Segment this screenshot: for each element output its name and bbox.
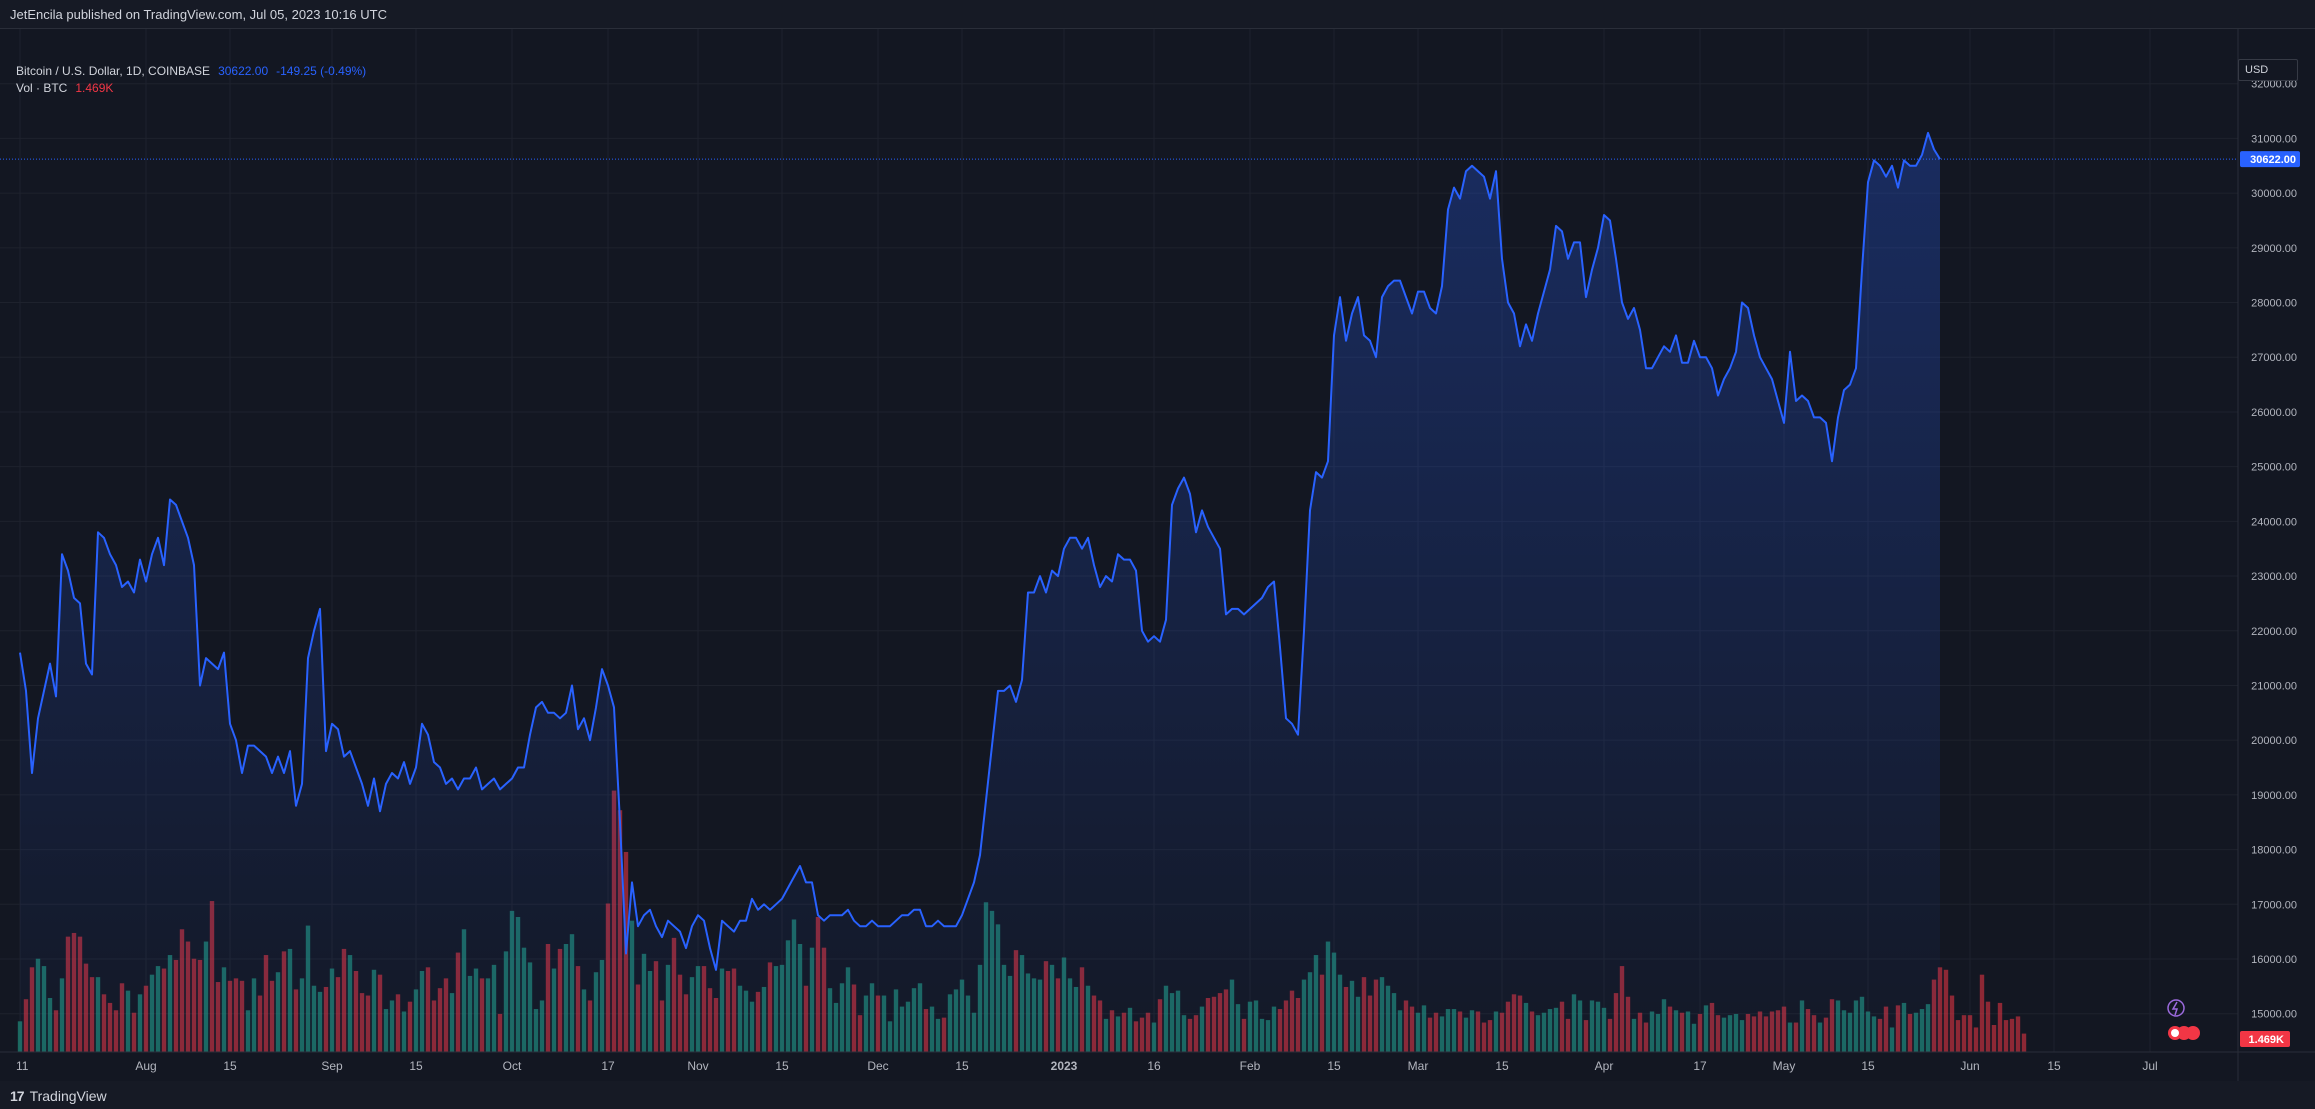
- chart-widgets[interactable]: [2167, 999, 2200, 1040]
- time-tick-label: Sep: [321, 1059, 343, 1073]
- price-tick-label: 30000.00: [2251, 188, 2297, 200]
- time-tick-label: Aug: [135, 1059, 156, 1073]
- volume-bar: [1949, 995, 1955, 1052]
- time-tick-label: Jul: [2142, 1059, 2157, 1073]
- volume-bar: [1955, 1020, 1961, 1052]
- change-value: -149.25 (-0.49%): [276, 64, 367, 78]
- time-tick-label: Jun: [1960, 1059, 1979, 1073]
- volume-tag: [2240, 1031, 2290, 1047]
- symbol-text: Bitcoin / U.S. Dollar, 1D, COINBASE: [16, 64, 211, 78]
- time-tick-label: Oct: [503, 1059, 522, 1073]
- price-tick-label: 21000.00: [2251, 680, 2297, 692]
- volume-value: 1.469K: [75, 81, 114, 95]
- time-tick-label: May: [1773, 1059, 1796, 1073]
- footer-bar: 17 TradingView: [0, 1081, 2315, 1109]
- time-tick-label: 2023: [1051, 1059, 1078, 1073]
- time-tick-label: 17: [1693, 1059, 1707, 1073]
- last-price-tag: [2240, 151, 2300, 168]
- price-axis-panel: [2238, 29, 2315, 1082]
- published-bar: JetEncila published on TradingView.com, …: [0, 0, 2315, 28]
- volume-bar: [1997, 1002, 2003, 1052]
- price-area: [19, 131, 1941, 1052]
- volume-bar: [1973, 1027, 1979, 1052]
- time-tick-label: Dec: [867, 1059, 888, 1073]
- time-tick-label: 15: [2047, 1059, 2061, 1073]
- chart-legend: Bitcoin / U.S. Dollar, 1D, COINBASE 3062…: [16, 63, 366, 97]
- time-axis: 11 Aug 15 Sep 15 Oct 17 Nov 15 Dec 15 2023 16 Feb 15 Ma…: [0, 1051, 2315, 1073]
- price-tags: 30622.00 1.469K: [0, 151, 2300, 1047]
- volume-bar: [1991, 1025, 1997, 1052]
- time-tick-label: Apr: [1595, 1059, 1614, 1073]
- price-tick-label: 28000.00: [2251, 298, 2297, 310]
- last-price-tag-label: 30622.00: [2250, 154, 2296, 166]
- price-tick-label: 26000.00: [2251, 407, 2297, 419]
- volume-bar: [1961, 1015, 1967, 1052]
- price-area-fill: [20, 132, 1940, 1052]
- price-tick-label: 22000.00: [2251, 626, 2297, 638]
- volume-bar: [1967, 1015, 1973, 1052]
- time-tick-label: 15: [1861, 1059, 1875, 1073]
- last-price-value: 30622.00: [218, 64, 269, 78]
- volume-bar: [2015, 1016, 2021, 1052]
- price-tick-label: 16000.00: [2251, 954, 2297, 966]
- time-tick-label: 15: [409, 1059, 423, 1073]
- volume-tag-label: 1.469K: [2249, 1034, 2285, 1046]
- time-tick-label: Mar: [1408, 1059, 1429, 1073]
- volume-bar: [1979, 974, 1985, 1052]
- time-tick-label: 16: [1147, 1059, 1161, 1073]
- price-legend-row[interactable]: Bitcoin / U.S. Dollar, 1D, COINBASE 3062…: [16, 63, 366, 80]
- tradingview-logo[interactable]: 17 TradingView: [10, 1088, 107, 1104]
- price-tick-label: 19000.00: [2251, 790, 2297, 802]
- volume-bar: [1985, 1001, 1991, 1052]
- price-line: [19, 131, 1941, 971]
- price-tick-label: 31000.00: [2251, 133, 2297, 145]
- volume-legend-row[interactable]: Vol · BTC 1.469K: [16, 80, 366, 97]
- time-tick-label: 11: [16, 1059, 29, 1073]
- price-tick-label: 27000.00: [2251, 352, 2297, 364]
- price-tick-label: 25000.00: [2251, 462, 2297, 474]
- brand-name: TradingView: [29, 1088, 107, 1104]
- price-tick-label: 29000.00: [2251, 243, 2297, 255]
- time-tick-label: 15: [223, 1059, 237, 1073]
- price-axis: 15000.00 16000.00 17000.00 18000.00 19000.00…: [2237, 29, 2315, 1082]
- price-tick-label: 15000.00: [2251, 1009, 2297, 1021]
- currency-selector[interactable]: USD: [2238, 59, 2298, 81]
- volume-bar: [1943, 969, 1949, 1052]
- time-tick-label: Nov: [687, 1059, 708, 1073]
- published-text: JetEncila published on TradingView.com, …: [10, 7, 387, 22]
- time-tick-label: 15: [1327, 1059, 1341, 1073]
- price-tick-label: 32000.00: [2251, 79, 2297, 91]
- volume-bar: [2021, 1033, 2027, 1052]
- volume-label: Vol · BTC: [16, 81, 68, 95]
- price-tick-label: 20000.00: [2251, 735, 2297, 747]
- price-tick-label: 17000.00: [2251, 899, 2297, 911]
- chart-frame[interactable]: 15000.00 16000.00 17000.00 18000.00 19000.00…: [0, 28, 2315, 1083]
- time-tick-label: 15: [775, 1059, 789, 1073]
- time-tick-label: 15: [955, 1059, 969, 1073]
- price-tick-label: 23000.00: [2251, 571, 2297, 583]
- lightning-icon: [2167, 999, 2185, 1017]
- time-tick-label: 15: [1495, 1059, 1509, 1073]
- tradingview-mark-icon: 17: [10, 1088, 25, 1104]
- price-chart[interactable]: 15000.00 16000.00 17000.00 18000.00 19000.00…: [0, 29, 2315, 1082]
- volume-bar: [2009, 1018, 2015, 1052]
- time-tick-label: Feb: [1240, 1059, 1261, 1073]
- time-tick-label: 17: [601, 1059, 615, 1073]
- price-tick-label: 24000.00: [2251, 516, 2297, 528]
- volume-bar: [2003, 1020, 2009, 1052]
- price-tick-label: 18000.00: [2251, 845, 2297, 857]
